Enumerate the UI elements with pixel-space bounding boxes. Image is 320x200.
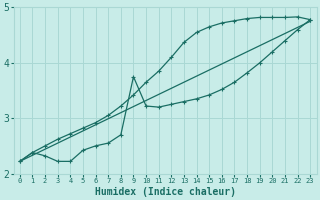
X-axis label: Humidex (Indice chaleur): Humidex (Indice chaleur) <box>94 186 236 197</box>
